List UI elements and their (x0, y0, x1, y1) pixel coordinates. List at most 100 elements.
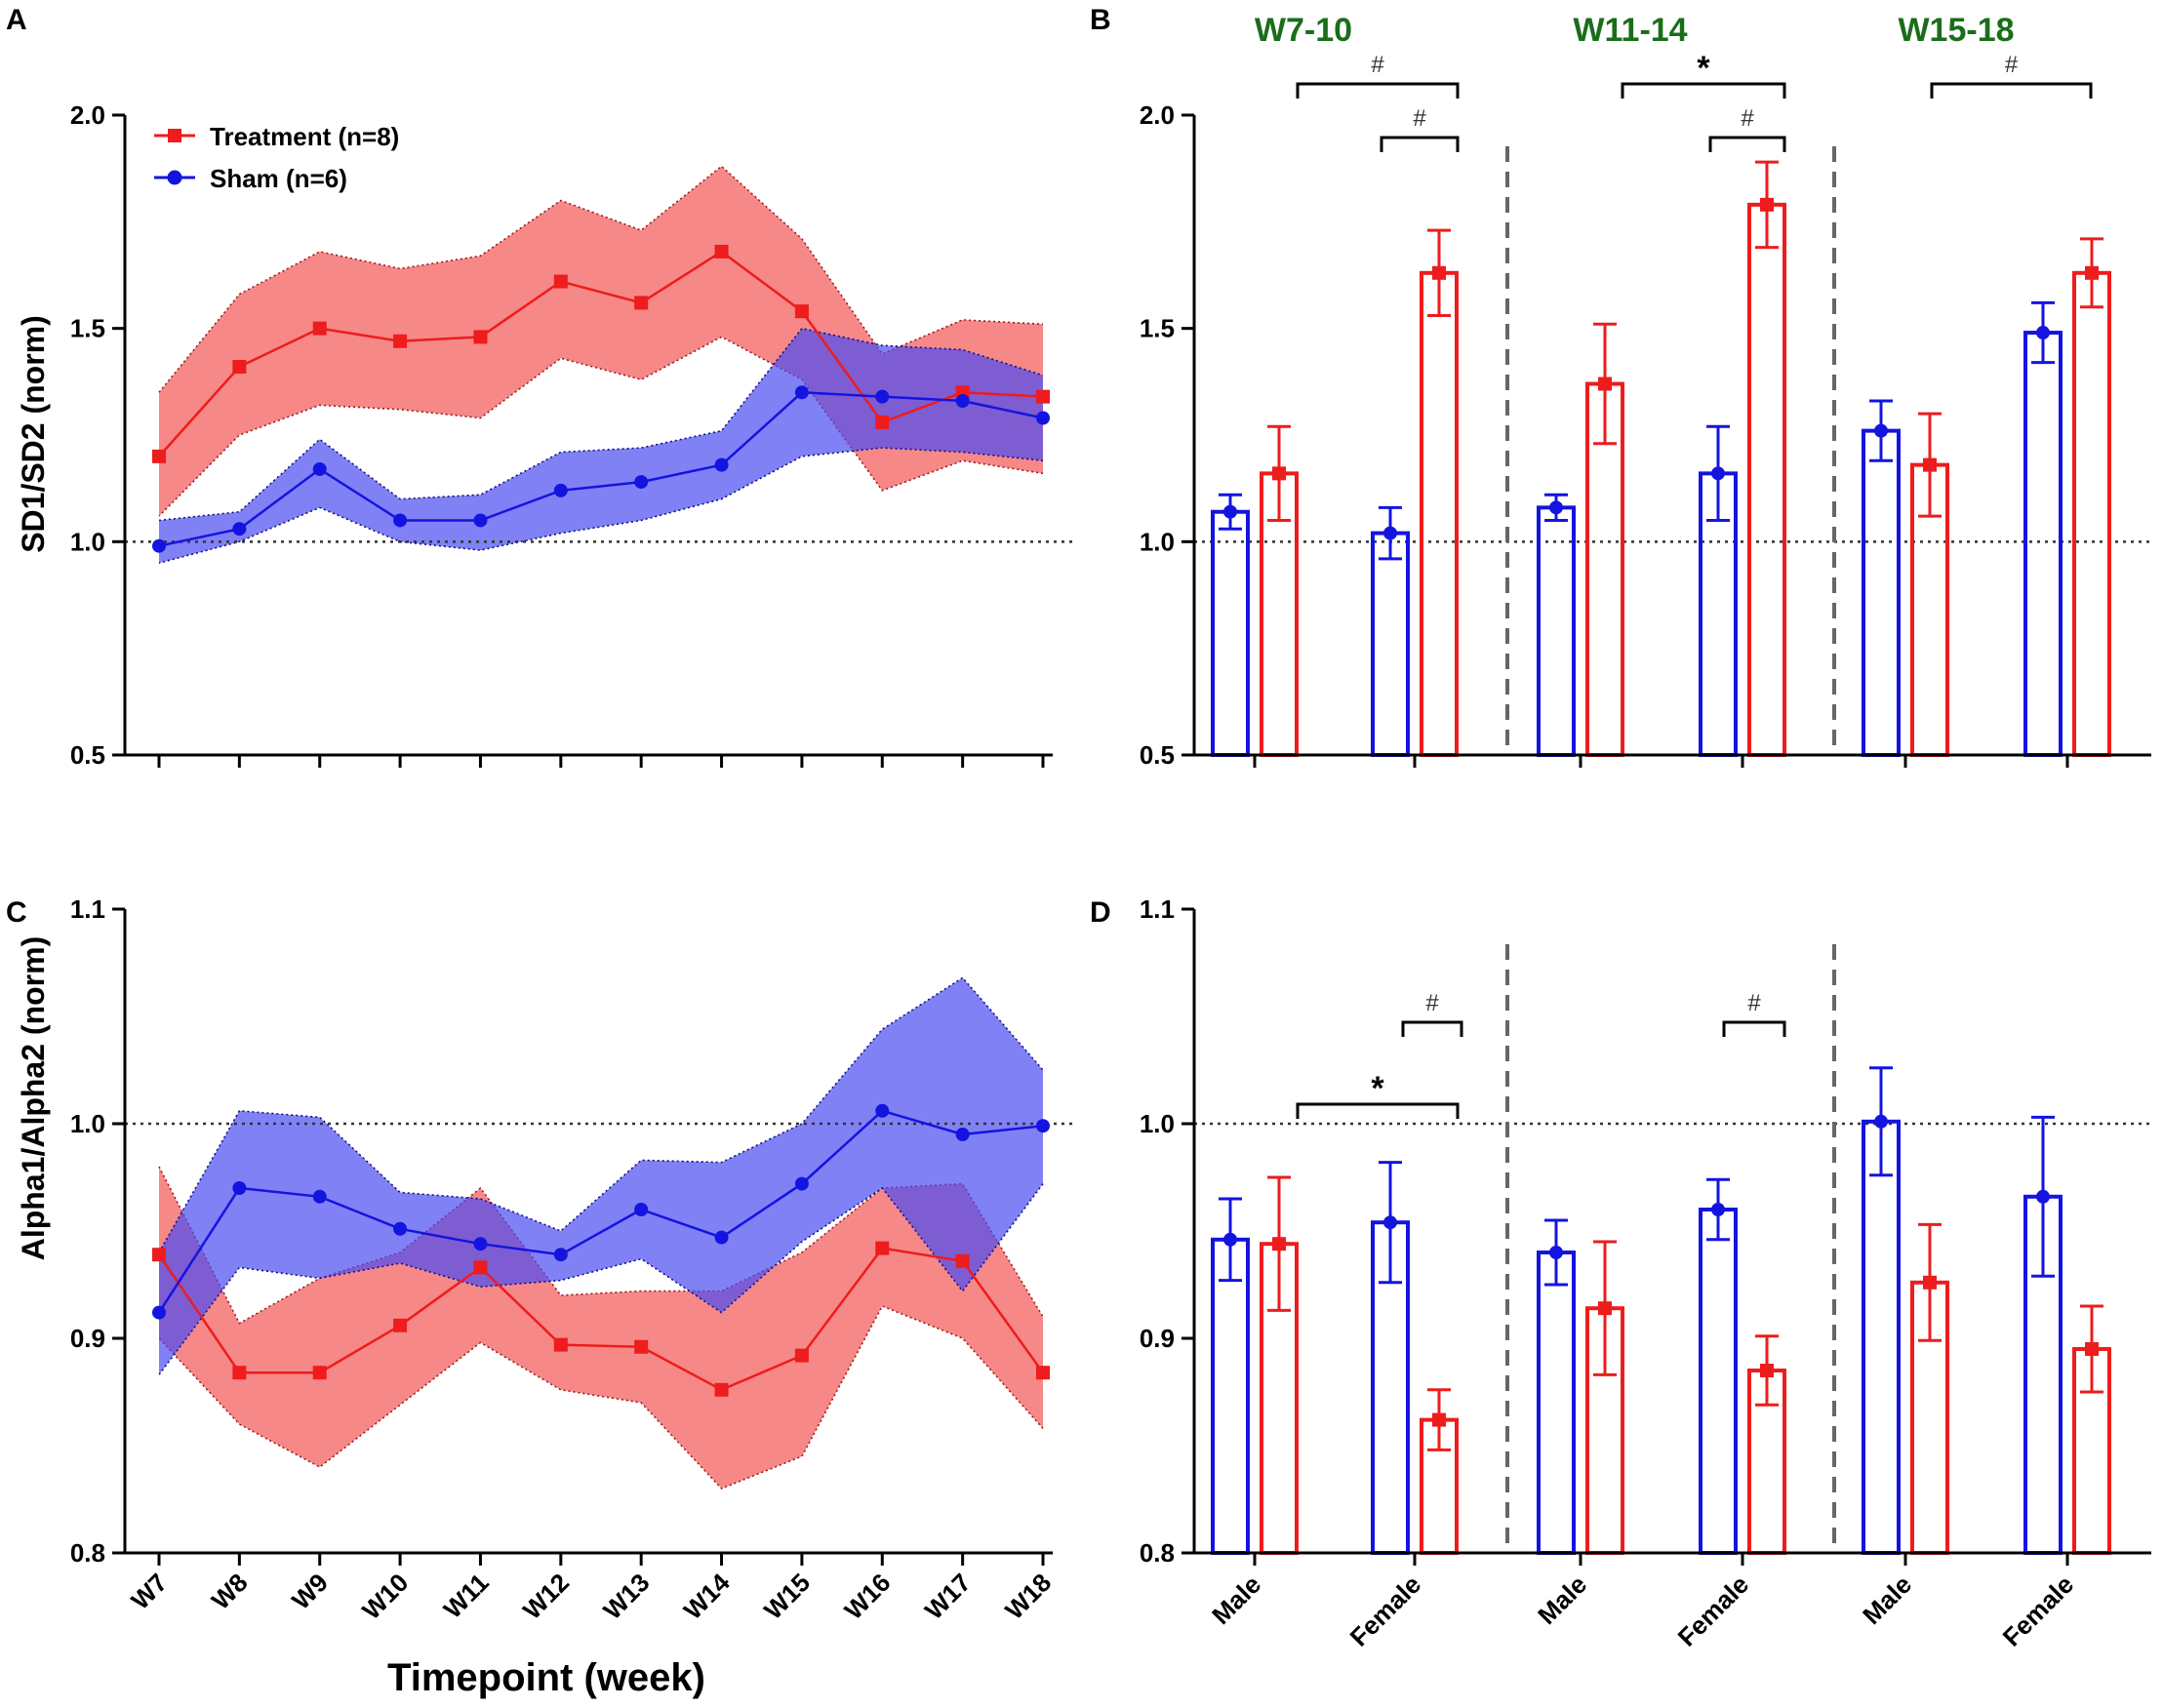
panel-c-sham-point (714, 1230, 729, 1245)
panel-c-treatment-point (714, 1382, 729, 1397)
panel-d-significance-label: # (1425, 990, 1439, 1016)
panel-b-mean-marker (1923, 457, 1937, 472)
panel-d-mean-marker (1874, 1114, 1888, 1129)
panel-d-mean-marker (1383, 1215, 1397, 1230)
panel-c-treatment-point (875, 1241, 890, 1255)
panel-c-sham-point (875, 1103, 890, 1118)
panel-c-sham-point (634, 1203, 649, 1216)
panel-d-mean-marker (2036, 1189, 2050, 1204)
panel-c-treatment-point (553, 1337, 568, 1352)
panel-letter-a: A (6, 4, 27, 36)
panel-a-band-upper-edge (158, 327, 1044, 522)
panel-a-treatment-point (634, 296, 649, 310)
panel-c-y-tick-label: 0.8 (70, 1538, 105, 1568)
panel-letter-c: C (6, 896, 27, 929)
panel-b-significance-label: # (1371, 52, 1384, 78)
panel-c-x-tick-label: W11 (438, 1568, 495, 1624)
panel-b-mean-marker (1598, 377, 1612, 391)
panel-a-sham-point (232, 522, 247, 536)
panel-d-sham-female-bar (1699, 1208, 1738, 1555)
panel-b-mean-marker (2085, 265, 2099, 280)
panel-b-sham-male-bar (1537, 505, 1576, 758)
panel-c-treatment-point (1036, 1366, 1050, 1380)
panel-b-mean-marker (1874, 423, 1888, 438)
panel-b-sham-male-bar (1862, 428, 1901, 757)
panel-c-x-tick-label: W15 (758, 1568, 816, 1625)
panel-b-sham-male-bar (1211, 509, 1250, 757)
panel-a-treatment-point (553, 274, 568, 289)
panel-d-mean-marker (1923, 1275, 1937, 1290)
panel-a-sham-point (955, 394, 970, 409)
panel-d-y-tick-label: 1.0 (1140, 1109, 1175, 1138)
panel-b-mean-marker (1272, 466, 1286, 481)
panel-b-mean-marker (2036, 326, 2050, 340)
panel-d-sham-male-bar (1862, 1119, 1901, 1556)
panel-b-treatment-female-bar (2072, 270, 2111, 757)
panel-b-significance-bracket (1296, 82, 1460, 99)
panel-c-treatment-point (473, 1260, 488, 1275)
panel-d-significance-label: * (1371, 1070, 1384, 1107)
panel-c-y-tick-label: 0.9 (70, 1324, 105, 1353)
panel-c-sham-point (1036, 1119, 1050, 1133)
panel-d-x-tick-label: Male (1857, 1569, 1917, 1630)
panel-c-sham-point (553, 1248, 568, 1262)
panel-a-line-chart: 0.5 1.0 1.5 2.0 SD1/SD2 (norm) Treatment (n… (16, 100, 1072, 770)
panel-a-treatment-point (393, 334, 408, 348)
panel-c-sham-band (159, 977, 1043, 1375)
panel-d-sham-male-bar (1537, 1251, 1576, 1555)
panel-d-x-tick-label: Female (1344, 1569, 1427, 1652)
panel-c-band-upper-edge (158, 1166, 1044, 1325)
panel-b-mean-marker (1549, 500, 1563, 515)
panel-c-sham-point (393, 1221, 408, 1236)
panel-c-sham-point (312, 1189, 327, 1204)
panel-c-treatment-point (634, 1339, 649, 1354)
panel-a-sham-point (875, 389, 890, 404)
panel-c-band-upper-edge (158, 976, 1044, 1253)
panel-a-sham-point (473, 513, 488, 528)
panel-b-treatment-female-bar (1747, 202, 1786, 757)
panel-c-sham-line (157, 1109, 1044, 1314)
panel-c-y-tick-label: 1.0 (70, 1109, 105, 1138)
panel-d-y-tick-label: 0.8 (1140, 1538, 1175, 1568)
panel-c-x-tick-label: W13 (597, 1568, 655, 1625)
panel-b-mean-marker (1383, 526, 1397, 540)
legend-treatment-label: Treatment (n=8) (210, 122, 399, 151)
panel-b-significance-label: # (2005, 52, 2019, 78)
panel-d-mean-marker (1223, 1232, 1237, 1247)
panel-c-y-tick-label: 1.1 (70, 894, 105, 924)
panel-b-treatment-female-bar (1420, 270, 1459, 757)
panel-b-mean-marker (1223, 504, 1237, 519)
panel-c-x-tick-label: W10 (356, 1568, 414, 1625)
panel-a-sham-point (1036, 411, 1050, 425)
panel-b-y-tick-label: 1.5 (1140, 314, 1175, 343)
panel-b-sham-female-bar (1371, 531, 1410, 757)
panel-c-treatment-point (955, 1253, 970, 1268)
panel-a-band-lower-edge (158, 447, 1044, 564)
panel-d-significance-bracket (1401, 1020, 1463, 1037)
panel-c-x-tick-label: W16 (838, 1568, 896, 1625)
x-axis-title: Timepoint (week) (387, 1656, 705, 1699)
panel-a-treatment-point (794, 304, 809, 319)
panel-d-x-tick-label: Male (1532, 1569, 1592, 1630)
legend-square-marker (168, 129, 181, 142)
panel-b-y-tick-label: 2.0 (1140, 100, 1175, 130)
panel-a-treatment-point (1036, 389, 1050, 404)
panel-c-treatment-point (794, 1348, 809, 1363)
panel-b-y-tick-label: 1.0 (1140, 527, 1175, 556)
panel-c-x-tick-label: W14 (678, 1568, 736, 1625)
panel-c-treatment-point (312, 1366, 327, 1380)
panel-c-x-tick-label: W18 (999, 1568, 1057, 1625)
panel-d-mean-marker (1432, 1412, 1446, 1427)
group-title-w7-10: W7-10 (1255, 12, 1352, 49)
panel-b-mean-marker (1760, 197, 1774, 212)
panel-a-treatment-point (875, 415, 890, 429)
panel-d-significance-bracket (1722, 1020, 1786, 1037)
panel-a-treatment-point (714, 244, 729, 258)
panel-a-sham-point (152, 538, 166, 553)
panel-b-significance-label: # (1413, 105, 1426, 132)
panel-a-sham-line (158, 390, 1044, 547)
panel-a-y-tick-label: 2.0 (70, 100, 105, 130)
panel-a-treatment-line (158, 250, 1044, 457)
panel-a-treatment-point (152, 449, 166, 463)
